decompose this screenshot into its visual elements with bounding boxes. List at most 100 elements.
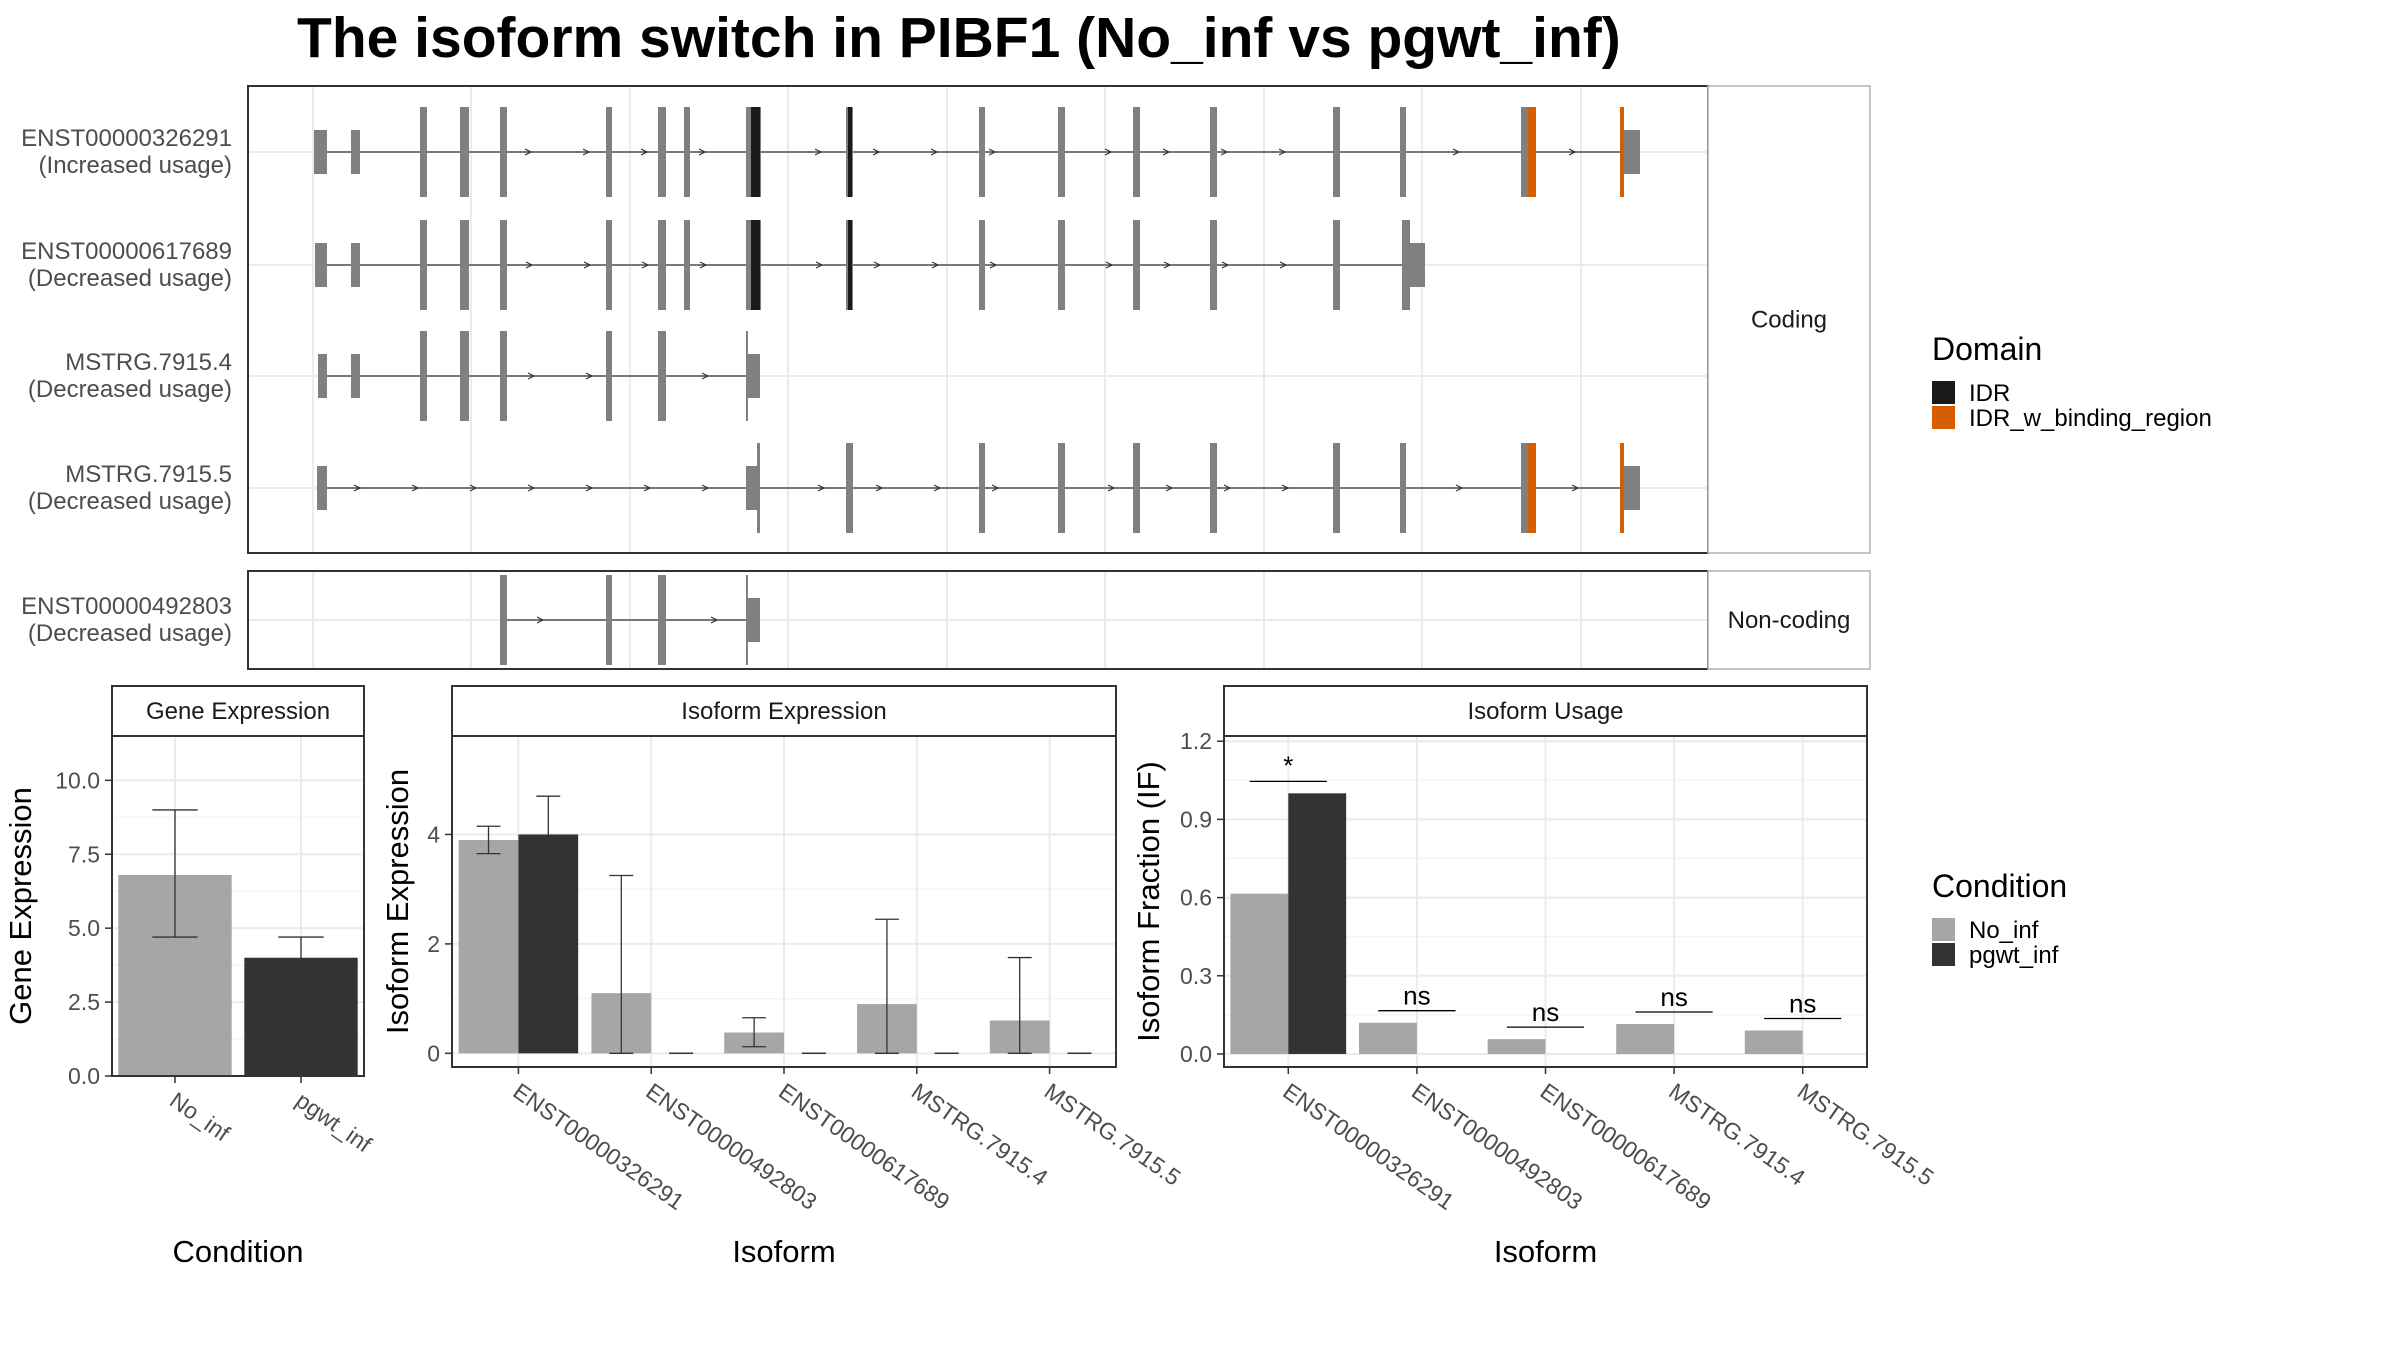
significance-label: ns xyxy=(1789,989,1816,1019)
domain-block xyxy=(751,107,760,197)
strand-arrow xyxy=(469,484,478,492)
exon xyxy=(979,107,985,197)
x-tick-label: MSTRG.7915.5 xyxy=(1040,1078,1186,1191)
strand-arrow xyxy=(582,148,591,156)
transcript-structure-panel: Coding Non-coding ENST00000326291(Increase… xyxy=(21,85,1871,670)
strand-arrow xyxy=(875,484,884,492)
exon xyxy=(658,331,666,421)
exon xyxy=(317,466,327,510)
exon xyxy=(460,331,469,421)
strand-arrow xyxy=(524,148,533,156)
y-tick-label: 10.0 xyxy=(55,767,100,793)
strand-arrow xyxy=(991,484,1000,492)
exon xyxy=(658,575,666,665)
x-axis-title: Condition xyxy=(173,1234,304,1269)
exon xyxy=(684,107,690,197)
bar xyxy=(1230,893,1289,1054)
exon xyxy=(1620,130,1640,174)
exon xyxy=(1333,220,1340,310)
transcript-usage-label: (Decreased usage) xyxy=(28,265,232,292)
strand-arrow xyxy=(1278,148,1287,156)
strand-arrow xyxy=(701,484,710,492)
exon xyxy=(1133,220,1140,310)
strand-arrow xyxy=(872,148,881,156)
exon xyxy=(684,220,690,310)
strand-arrow xyxy=(641,261,650,269)
x-tick-label: pgwt_inf xyxy=(291,1087,377,1158)
exon xyxy=(1133,443,1140,533)
y-tick-label: 1.2 xyxy=(1180,728,1212,754)
exon xyxy=(606,107,612,197)
exon xyxy=(663,575,666,665)
y-tick-label: 2.5 xyxy=(68,989,100,1015)
coding-strip-label: Coding xyxy=(1751,307,1827,334)
exon xyxy=(351,354,360,398)
coding-panel-bg xyxy=(248,86,1708,553)
facet-strip-label: Isoform Usage xyxy=(1467,698,1623,725)
strand-arrow xyxy=(1223,484,1232,492)
exon xyxy=(500,575,507,665)
domain-block xyxy=(848,220,852,310)
exon xyxy=(658,107,666,197)
strand-arrow xyxy=(411,484,420,492)
bar xyxy=(458,839,519,1054)
strand-arrow xyxy=(710,616,719,624)
domain-legend-title: Domain xyxy=(1932,331,2042,367)
transcript-id-label: ENST00000326291 xyxy=(21,125,232,152)
domain-legend: Domain IDR IDR_w_binding_region xyxy=(1932,331,2212,432)
strand-arrow xyxy=(698,148,707,156)
y-tick-label: 0.3 xyxy=(1180,963,1212,989)
y-tick-label: 2 xyxy=(427,931,440,957)
transcript-track-4 xyxy=(500,575,760,665)
idr-binding-legend-swatch xyxy=(1932,406,1955,429)
exon xyxy=(500,220,507,310)
idr-legend-label: IDR xyxy=(1969,380,2010,407)
transcript-id-label: MSTRG.7915.5 xyxy=(65,461,232,488)
exon xyxy=(1400,443,1406,533)
strand-arrow xyxy=(873,261,882,269)
strand-arrow xyxy=(1221,261,1230,269)
strand-arrow xyxy=(1568,148,1577,156)
strand-arrow xyxy=(1281,484,1290,492)
significance-label: ns xyxy=(1532,997,1559,1027)
exon xyxy=(500,331,507,421)
no-inf-legend-swatch xyxy=(1932,918,1955,941)
exon xyxy=(748,354,760,398)
exon xyxy=(351,130,360,174)
y-tick-label: 0.9 xyxy=(1180,806,1212,832)
exon xyxy=(460,220,469,310)
y-tick-label: 5.0 xyxy=(68,915,100,941)
y-axis-title: Isoform Expression xyxy=(380,769,415,1034)
significance-label: * xyxy=(1283,750,1293,780)
bar xyxy=(1744,1030,1803,1054)
exon xyxy=(1333,107,1340,197)
y-tick-label: 7.5 xyxy=(68,841,100,867)
exon xyxy=(979,443,985,533)
strand-arrow xyxy=(585,372,594,380)
exon xyxy=(846,443,853,533)
exon xyxy=(420,331,427,421)
figure-title: The isoform switch in PIBF1 (No_inf vs p… xyxy=(297,6,1621,70)
significance-label: ns xyxy=(1403,981,1430,1011)
y-axis-title: Isoform Fraction (IF) xyxy=(1131,761,1166,1042)
strand-arrow xyxy=(527,372,536,380)
exon xyxy=(1400,107,1406,197)
exon xyxy=(1058,107,1065,197)
exon xyxy=(460,107,469,197)
exon xyxy=(1402,220,1410,310)
facet-strip-label: Isoform Expression xyxy=(681,698,886,725)
transcript-track-2 xyxy=(318,331,760,421)
y-tick-label: 4 xyxy=(427,821,440,847)
exon xyxy=(658,220,666,310)
noncoding-strip-label: Non-coding xyxy=(1728,607,1851,634)
strand-arrow xyxy=(989,261,998,269)
significance-label: ns xyxy=(1660,982,1687,1012)
transcript-usage-label: (Increased usage) xyxy=(39,152,232,179)
bar xyxy=(1616,1023,1675,1054)
x-axis-title: Isoform xyxy=(732,1234,835,1269)
strand-arrow xyxy=(933,484,942,492)
bar xyxy=(1288,793,1347,1054)
pgwt-inf-legend-label: pgwt_inf xyxy=(1969,942,2059,969)
y-tick-label: 0.0 xyxy=(68,1063,100,1089)
